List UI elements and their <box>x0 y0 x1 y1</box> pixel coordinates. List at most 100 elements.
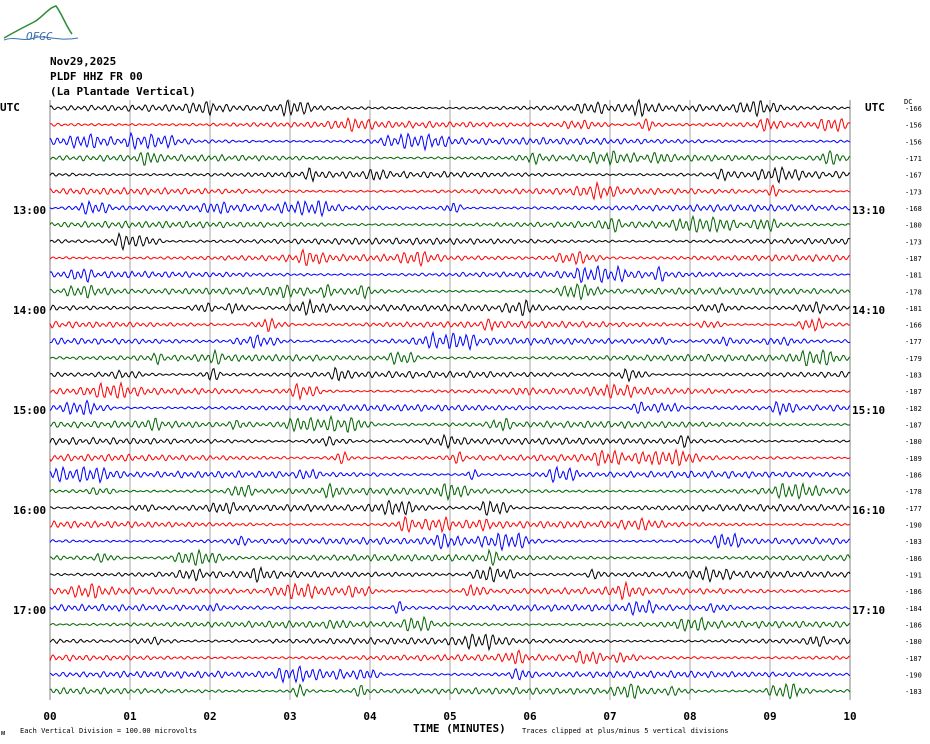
dc-offset-label: -178 <box>905 488 922 496</box>
dc-offset-label: -183 <box>905 538 922 546</box>
dc-offset-label: -166 <box>905 105 922 113</box>
x-tick-label: 02 <box>203 710 216 723</box>
dc-offset-label: -156 <box>905 122 922 130</box>
trace-line <box>49 116 851 133</box>
x-tick-label: 08 <box>683 710 696 723</box>
dc-offset-labels: -166 -156 -156 -171 -167 -173 -168 -180 -173 -187… <box>905 105 922 696</box>
trace-line <box>49 532 851 552</box>
footer-clip-note: Traces clipped at plus/minus 5 vertical … <box>522 727 729 735</box>
trace-line <box>49 580 851 601</box>
left-hour-label: 15:00 <box>13 404 46 417</box>
dc-offset-label: -186 <box>905 472 922 480</box>
trace-line <box>49 381 851 401</box>
dc-offset-label: -186 <box>905 621 922 629</box>
left-hour-label: 13:00 <box>13 204 46 217</box>
dc-offset-label: -186 <box>905 555 922 563</box>
seismic-traces <box>49 98 851 700</box>
left-hour-label: 16:00 <box>13 504 46 517</box>
right-hour-label: 16:10 <box>852 504 885 517</box>
trace-line <box>49 283 851 301</box>
dc-offset-label: -182 <box>905 405 922 413</box>
trace-line <box>49 448 851 467</box>
trace-line <box>50 330 851 352</box>
dc-offset-label: -187 <box>905 422 922 430</box>
logo-sea-icon <box>3 36 79 41</box>
trace-line <box>49 98 851 118</box>
time-grid <box>49 100 851 700</box>
trace-line <box>49 165 851 184</box>
dc-offset-label: -173 <box>905 238 922 246</box>
trace-line <box>49 633 851 652</box>
x-tick-label: 03 <box>283 710 296 723</box>
trace-line <box>49 399 851 417</box>
station-location: (La Plantade Vertical) <box>50 85 196 98</box>
trace-line <box>49 264 851 284</box>
dc-offset-label: -187 <box>905 255 922 263</box>
dc-offset-label: -191 <box>905 571 922 579</box>
dc-offset-label: -187 <box>905 388 922 396</box>
trace-line <box>49 214 851 234</box>
right-hour-label: 15:10 <box>852 404 885 417</box>
dc-offset-label: -178 <box>905 288 922 296</box>
dc-offset-label: -184 <box>905 605 922 613</box>
left-hour-label: 17:00 <box>13 604 46 617</box>
dc-offset-label: -177 <box>905 338 922 346</box>
trace-line <box>49 231 851 252</box>
dc-offset-label: -181 <box>905 272 922 280</box>
x-axis-ticks: 00 01 02 03 04 05 06 07 08 09 10 <box>43 710 856 723</box>
dc-offset-label: -183 <box>905 372 922 380</box>
footer-division-note: Each Vertical Division = 100.00 microvol… <box>20 727 197 735</box>
trace-line <box>49 599 851 617</box>
trace-line <box>49 615 851 633</box>
chart-date: Nov29,2025 <box>50 55 116 68</box>
x-tick-label: 06 <box>523 710 537 723</box>
trace-line <box>49 499 851 516</box>
x-tick-label: 09 <box>763 710 776 723</box>
footer-scale-icon: ᴍ <box>1 729 5 737</box>
right-utc-label: UTC <box>865 101 885 114</box>
ofgc-logo: OFGC <box>3 5 79 43</box>
trace-line <box>49 649 851 665</box>
left-hour-label: 14:00 <box>13 304 46 317</box>
right-hour-label: 17:10 <box>852 604 885 617</box>
right-hour-labels: 13:10 14:10 15:10 16:10 17:10 <box>852 204 885 617</box>
dc-offset-label: -186 <box>905 588 922 596</box>
logo-text: OFGC <box>26 30 53 43</box>
trace-line <box>49 316 851 333</box>
dc-offset-label: -183 <box>905 688 922 696</box>
dc-offset-label: -166 <box>905 322 922 330</box>
trace-line <box>49 465 851 485</box>
trace-line <box>49 150 851 167</box>
x-tick-label: 07 <box>603 710 616 723</box>
x-tick-label: 00 <box>43 710 56 723</box>
x-tick-label: 01 <box>123 710 137 723</box>
dc-offset-label: -190 <box>905 522 922 530</box>
dc-label: DC <box>904 98 912 106</box>
left-utc-label: UTC <box>0 101 20 114</box>
x-tick-label: 05 <box>443 710 456 723</box>
trace-line <box>49 682 851 700</box>
dc-offset-label: -180 <box>905 222 922 230</box>
dc-offset-label: -179 <box>905 355 922 363</box>
dc-offset-label: -189 <box>905 455 922 463</box>
dc-offset-label: -190 <box>905 671 922 679</box>
dc-offset-label: -168 <box>905 205 922 213</box>
trace-line <box>49 433 851 450</box>
x-axis-title: TIME (MINUTES) <box>413 722 506 735</box>
station-code: PLDF HHZ FR 00 <box>50 70 143 83</box>
dc-offset-label: -180 <box>905 638 922 646</box>
trace-line <box>49 665 851 684</box>
dc-offset-label: -180 <box>905 438 922 446</box>
right-hour-label: 14:10 <box>852 304 885 317</box>
left-hour-labels: 13:00 14:00 15:00 16:00 17:00 <box>13 204 46 617</box>
dc-offset-label: -167 <box>905 172 922 180</box>
trace-line <box>50 548 851 567</box>
trace-line <box>49 248 851 268</box>
trace-line <box>49 515 851 534</box>
trace-line <box>49 348 851 367</box>
trace-line <box>49 366 851 383</box>
trace-line <box>49 199 851 218</box>
trace-line <box>49 131 851 152</box>
